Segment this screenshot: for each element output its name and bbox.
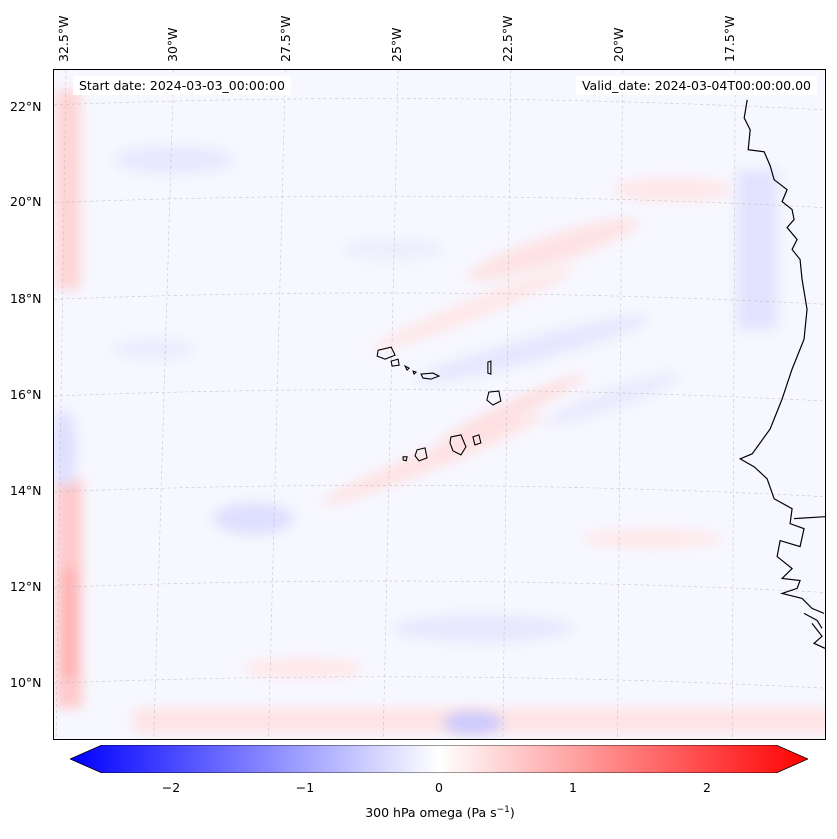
lon-tick-label: 22.5°W (500, 15, 515, 62)
lat-tick-label: 14°N (10, 483, 42, 498)
lon-tick-label: 27.5°W (278, 15, 293, 62)
omega-field-map (54, 70, 825, 739)
cape-verde-islands (376, 346, 502, 462)
lat-tick-label: 10°N (10, 675, 42, 690)
lon-tick-label: 17.5°W (722, 15, 737, 62)
lat-tick-label: 18°N (10, 291, 42, 306)
colorbar-body (70, 745, 808, 773)
map-panel (53, 69, 826, 740)
colorbar-tick-label: −2 (161, 780, 181, 795)
coastline (738, 99, 825, 649)
lat-tick-label: 16°N (10, 387, 42, 402)
lat-tick-label: 22°N (10, 99, 42, 114)
colorbar-tick-label: 1 (569, 780, 577, 795)
omega-negative-patches (54, 145, 778, 736)
colorbar (70, 745, 808, 773)
lon-tick-label: 25°W (389, 27, 404, 62)
valid-date-label: Valid_date: 2024-03-04T00:00:00.00 (575, 76, 817, 95)
lon-tick-label: 32.5°W (56, 15, 71, 62)
colorbar-tick-label: 0 (435, 780, 443, 795)
colorbar-label: 300 hPa omega (Pa s−1) (365, 805, 515, 821)
start-date-label: Start date: 2024-03-03_00:00:00 (73, 76, 291, 95)
lat-tick-label: 20°N (10, 194, 42, 209)
lon-tick-label: 20°W (611, 27, 626, 62)
lon-tick-label: 30°W (165, 27, 180, 62)
colorbar-tick-label: 2 (703, 780, 711, 795)
colorbar-tick-label: −1 (295, 780, 315, 795)
lat-tick-label: 12°N (10, 579, 42, 594)
gridlines (54, 70, 825, 739)
